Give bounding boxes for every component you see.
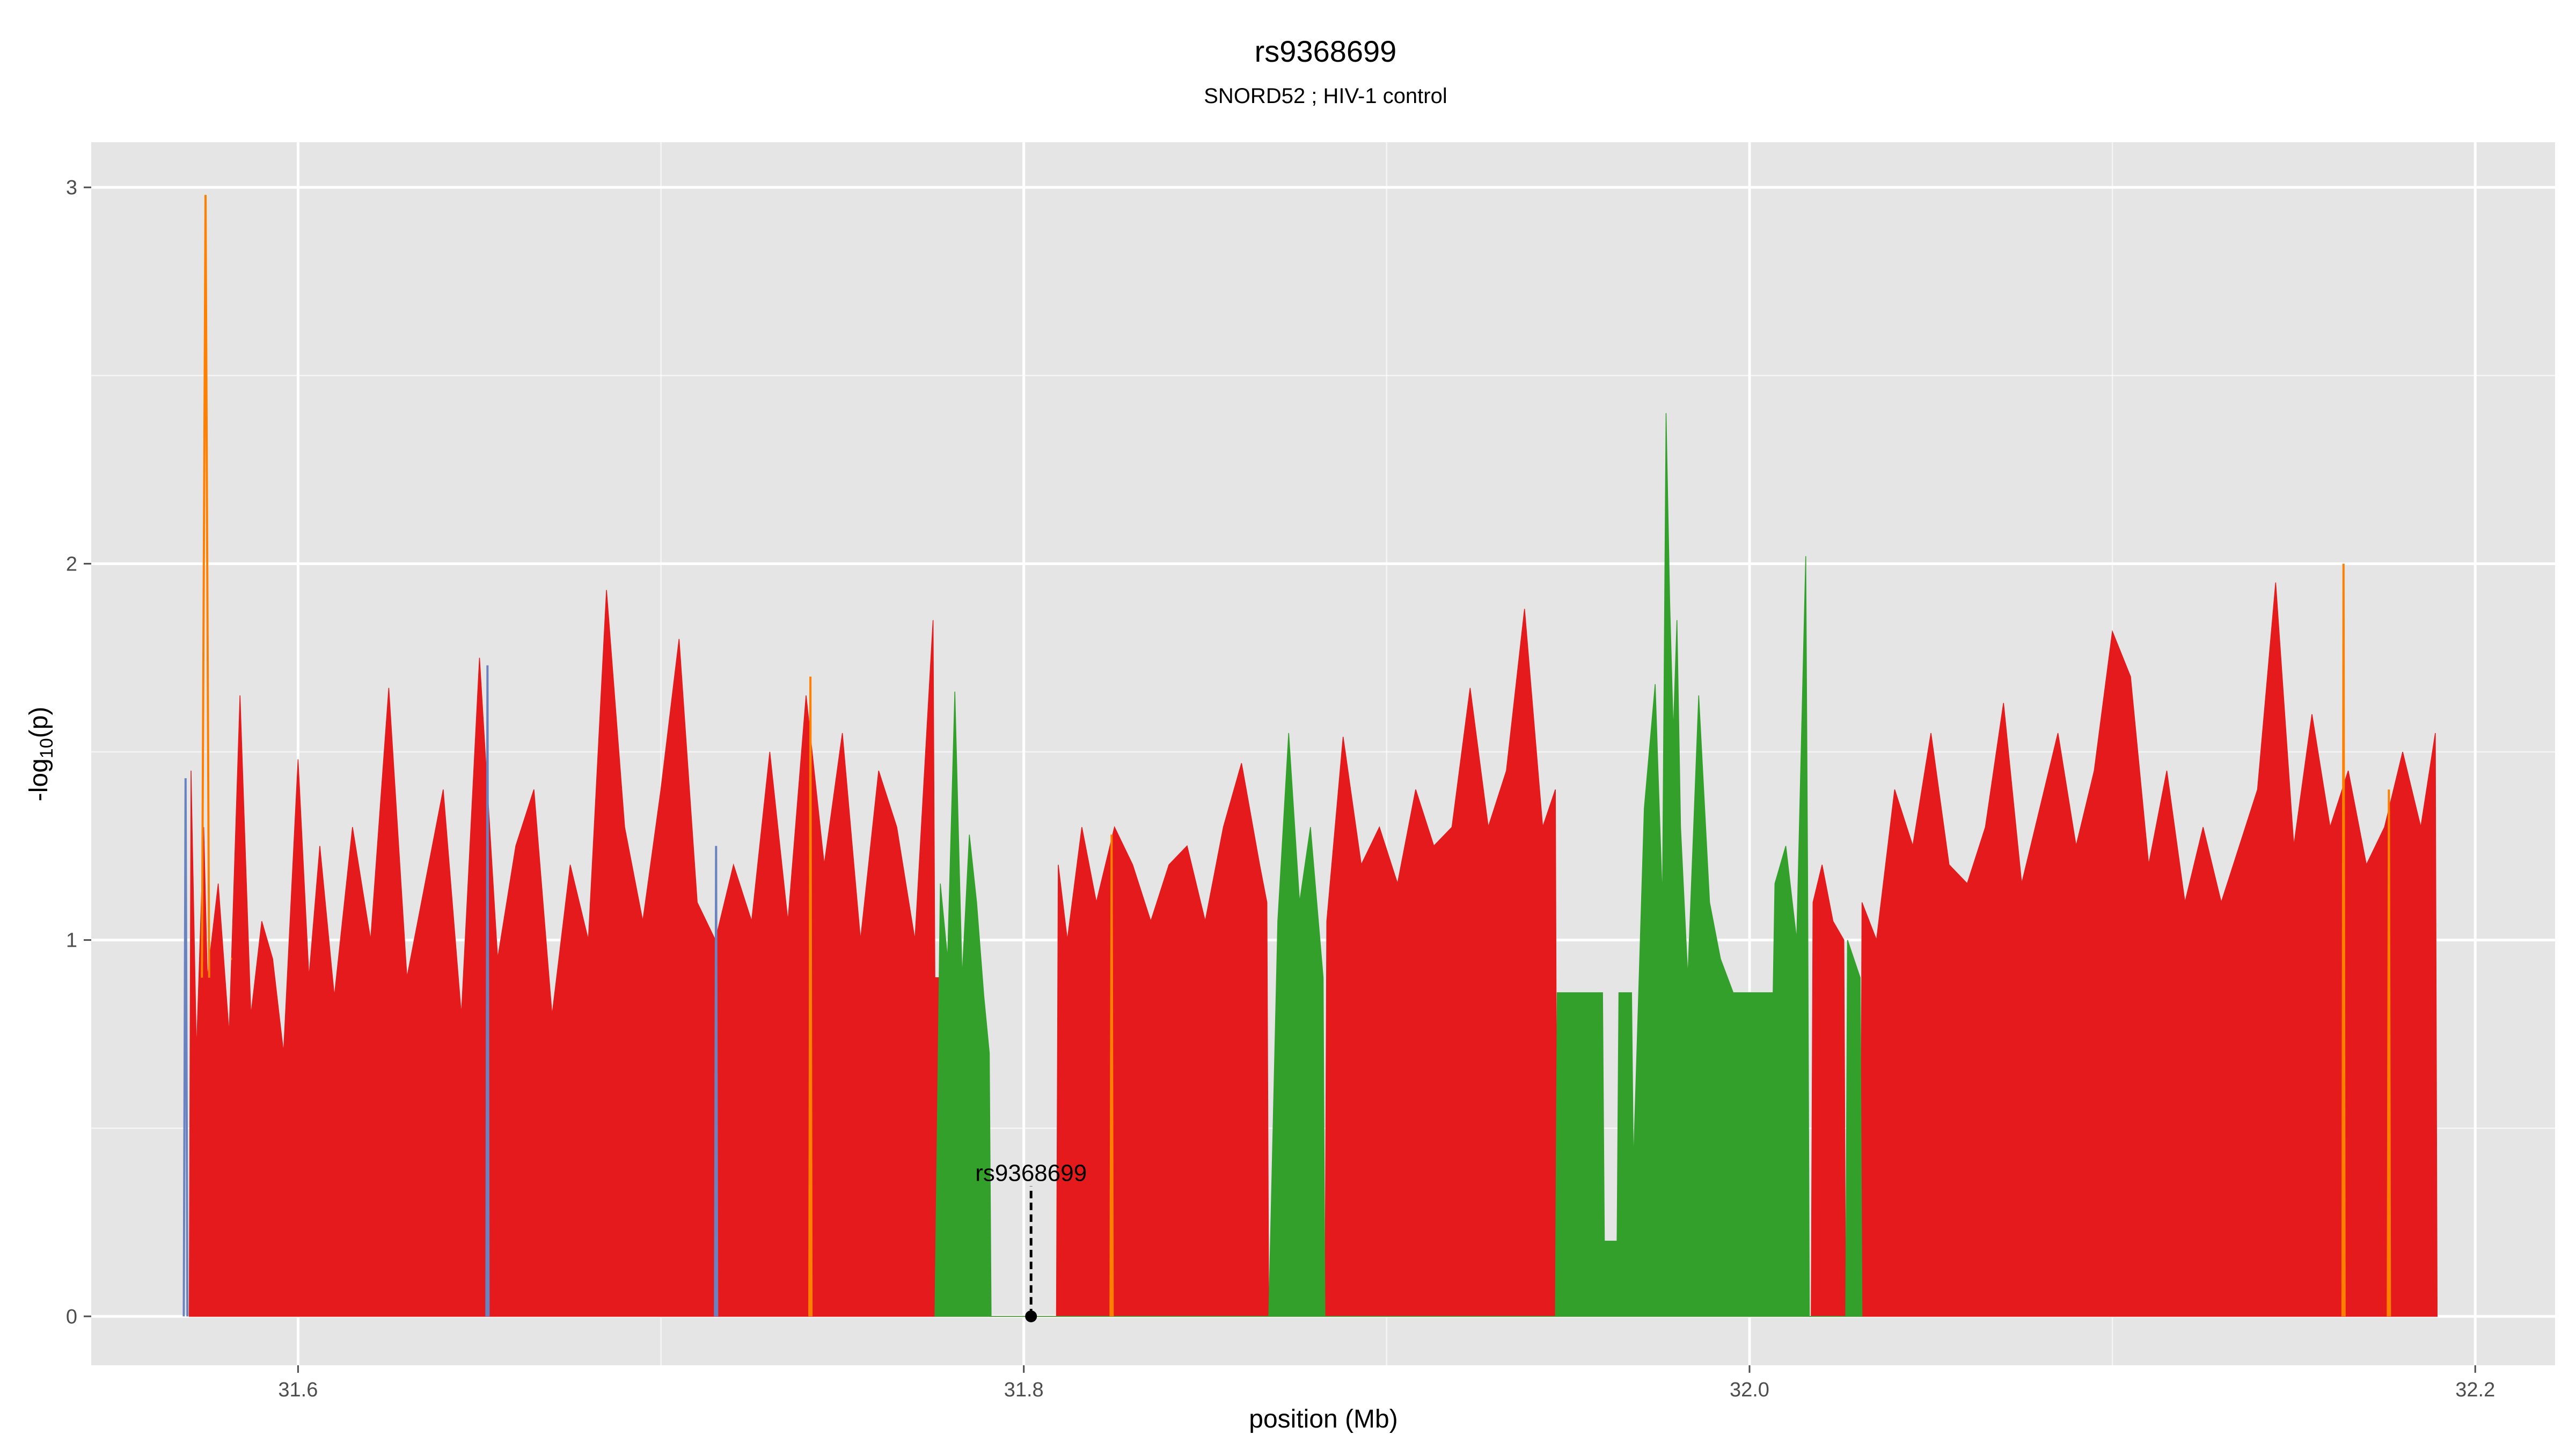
chart-title: rs9368699: [1255, 34, 1397, 68]
accent-line-blue: [485, 665, 490, 1316]
series-area-green: [934, 413, 1863, 1317]
x-tick-label: 31.8: [1004, 1379, 1044, 1401]
x-tick-label: 32.2: [2455, 1379, 2495, 1401]
y-tick-label: 2: [66, 553, 77, 575]
axis-ticks: 31.6 31.8 32.0 32.2 0 1 2 3: [66, 177, 2495, 1401]
y-tick-label: 3: [66, 177, 77, 199]
accent-line-orange: [2387, 789, 2391, 1316]
y-axis-title: -log10(p): [25, 707, 57, 802]
accent-line-orange: [201, 195, 210, 978]
accent-line-orange: [808, 676, 813, 1316]
x-tick-label: 31.6: [278, 1379, 318, 1401]
chart-subtitle: SNORD52 ; HIV-1 control: [1204, 84, 1447, 108]
x-axis-title: position (Mb): [1249, 1405, 1397, 1433]
annotation-label: rs9368699: [975, 1160, 1087, 1186]
y-axis-title-prefix: -log: [25, 758, 53, 801]
accent-line-blue: [714, 846, 719, 1316]
annotation-layer: rs9368699: [975, 1160, 1087, 1322]
series-areas: [182, 195, 2438, 1317]
annotation-point: [1025, 1310, 1037, 1322]
accent-line-blue: [182, 778, 189, 1316]
accent-line-orange: [2341, 564, 2346, 1316]
y-axis-title-subscript: 10: [36, 738, 57, 758]
y-tick-label: 0: [66, 1306, 77, 1328]
y-axis-title-suffix: (p): [25, 707, 53, 738]
x-tick-label: 32.0: [1730, 1379, 1769, 1401]
series-area-red: [188, 582, 2438, 1317]
y-tick-label: 1: [66, 930, 77, 952]
accent-line-orange: [1109, 835, 1114, 1316]
